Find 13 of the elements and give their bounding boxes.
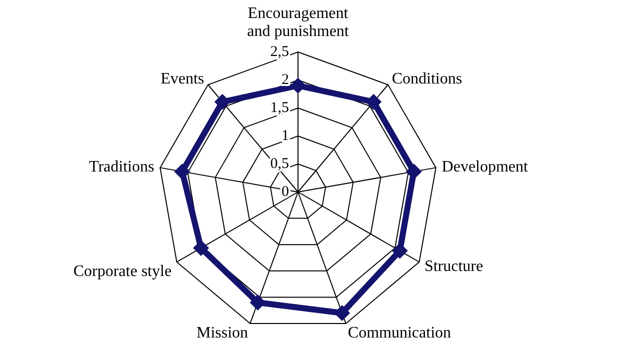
spoke-label: Events <box>160 70 204 88</box>
y-tick-label: 2,5 <box>270 44 289 60</box>
spoke-label: Corporate style <box>73 263 172 280</box>
y-tick-label: 1,5 <box>270 100 289 116</box>
spoke-label: Development <box>442 158 529 176</box>
spoke-label: Conditions <box>392 70 462 88</box>
spoke-label: Communication <box>348 324 452 342</box>
y-tick-label: 2 <box>282 72 289 88</box>
spoke-label: Mission <box>196 324 248 342</box>
spoke-label: Traditions <box>89 158 154 176</box>
y-tick-label: 1 <box>282 128 289 144</box>
spoke-label: Encouragement and punishment <box>247 5 350 40</box>
spoke-label: Structure <box>424 258 484 275</box>
